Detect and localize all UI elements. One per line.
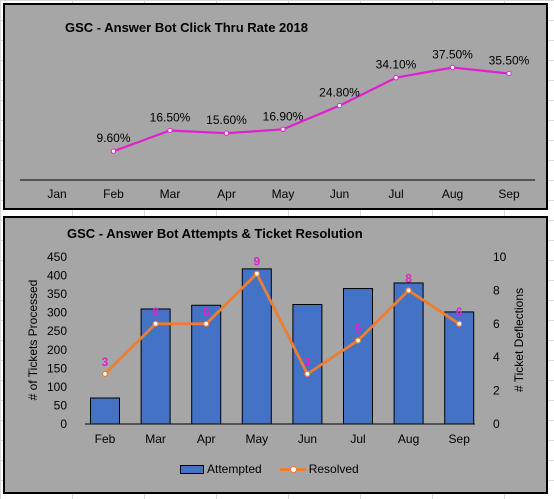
- ctr-data-point: [336, 102, 343, 109]
- y-tick-label: 400: [47, 269, 67, 283]
- ctr-data-label: 35.50%: [489, 54, 530, 68]
- x-tick-label: Jun: [298, 432, 317, 446]
- y-axis-title: # of Tickets Processed: [26, 280, 40, 401]
- legend-swatch-line: [279, 465, 306, 474]
- x-tick-label: Mar: [145, 432, 166, 446]
- resolved-data-label: 3: [304, 355, 311, 369]
- x-tick-label: Feb: [103, 187, 124, 201]
- y2-tick-label: 6: [493, 317, 500, 331]
- ctr-data-label: 16.50%: [150, 111, 191, 125]
- y2-tick-label: 10: [493, 250, 507, 264]
- chart-title: GSC - Answer Bot Click Thru Rate 2018: [65, 20, 308, 35]
- resolved-series-line: [104, 271, 460, 376]
- click-thru-rate-plot: Jan Feb Mar Apr May Jun Jul Aug Sep 9.60% 16.50% 15…: [20, 48, 535, 201]
- y2-tick-label: 8: [493, 283, 500, 297]
- attempts-resolution-chart[interactable]: GSC - Answer Bot Attempts & Ticket Resol…: [3, 216, 548, 494]
- resolved-data-label: 9: [253, 255, 260, 269]
- ctr-series-line: [113, 66, 510, 153]
- y-tick-label: 350: [47, 287, 67, 301]
- x-tick-label: Jul: [350, 432, 365, 446]
- y2-tick-label: 0: [493, 417, 500, 431]
- x-tick-label: May: [245, 432, 268, 446]
- resolved-data-label: 6: [456, 305, 463, 319]
- x-tick-label: Feb: [95, 432, 116, 446]
- x-tick-label: Jul: [388, 187, 403, 201]
- resolved-data-point: [152, 320, 159, 327]
- resolved-data-label: 5: [355, 322, 362, 336]
- click-thru-rate-chart[interactable]: GSC - Answer Bot Click Thru Rate 2018 Ja…: [3, 3, 548, 210]
- ctr-data-label: 37.50%: [432, 48, 473, 62]
- resolved-data-point: [354, 337, 362, 344]
- resolved-data-point: [253, 270, 260, 277]
- x-tick-label: May: [272, 187, 295, 201]
- resolved-data-point: [405, 287, 412, 294]
- y2-tick-label: 2: [493, 384, 500, 398]
- ctr-data-point: [506, 70, 512, 77]
- ctr-data-point: [449, 64, 456, 71]
- resolved-data-label: 6: [203, 305, 210, 319]
- ctr-data-point: [167, 127, 173, 134]
- y-tick-label: 100: [47, 380, 67, 394]
- x-tick-label: Sep: [449, 432, 471, 446]
- legend-swatch-bar: [180, 464, 204, 474]
- legend-label: Attempted: [207, 462, 262, 476]
- y2-tick-label: 4: [493, 350, 500, 364]
- y-tick-label: 300: [47, 306, 67, 320]
- x-tick-label: Jan: [47, 187, 66, 201]
- y-tick-label: 200: [47, 343, 67, 357]
- x-tick-label: Jun: [330, 187, 349, 201]
- legend-label: Resolved: [308, 462, 359, 476]
- ctr-data-point: [280, 126, 286, 133]
- ctr-data-label: 24.80%: [319, 86, 360, 100]
- ctr-data-point: [393, 75, 399, 81]
- x-tick-label: Aug: [398, 432, 419, 446]
- x-tick-label: Apr: [197, 432, 216, 446]
- y2-axis-title: # Ticket Deflections: [512, 288, 526, 392]
- y-tick-label: 150: [47, 361, 67, 375]
- resolved-data-point: [456, 320, 463, 327]
- ctr-data-point: [223, 130, 230, 136]
- resolved-data-label: 8: [405, 271, 412, 285]
- chart-title: GSC - Answer Bot Attempts & Ticket Resol…: [67, 226, 363, 241]
- x-tick-label: Apr: [217, 187, 236, 201]
- attempted-bar: [140, 308, 171, 425]
- y-tick-label: 450: [47, 250, 67, 264]
- x-tick-label: Sep: [498, 187, 520, 201]
- resolved-data-point: [304, 370, 311, 377]
- y-tick-label: 250: [47, 324, 67, 338]
- legend-item-attempted: Attempted: [180, 462, 262, 476]
- resolved-data-label: 3: [102, 355, 109, 369]
- y-tick-label: 0: [60, 417, 67, 431]
- ctr-data-label: 9.60%: [96, 131, 130, 145]
- attempted-bar: [393, 282, 424, 425]
- attempts-resolution-plot: 0 50 100 150 200 250 300 350 400 450 0 2 4 6 8 10 # of T…: [26, 250, 526, 446]
- x-tick-label: Aug: [442, 187, 463, 201]
- attempted-bar: [444, 311, 475, 425]
- y-tick-label: 50: [54, 398, 68, 412]
- ctr-data-label: 16.90%: [263, 109, 304, 123]
- ctr-data-label: 15.60%: [206, 113, 247, 127]
- ctr-data-label: 34.10%: [376, 58, 417, 72]
- attempted-bar: [343, 288, 373, 425]
- resolved-data-label: 6: [152, 305, 159, 319]
- x-tick-label: Mar: [160, 187, 181, 201]
- ctr-data-point: [110, 148, 117, 154]
- legend-item-resolved: Resolved: [279, 462, 359, 476]
- resolved-data-point: [101, 370, 109, 377]
- legend: Attempted Resolved: [180, 462, 359, 476]
- resolved-data-point: [203, 320, 210, 327]
- attempted-bar: [90, 397, 120, 425]
